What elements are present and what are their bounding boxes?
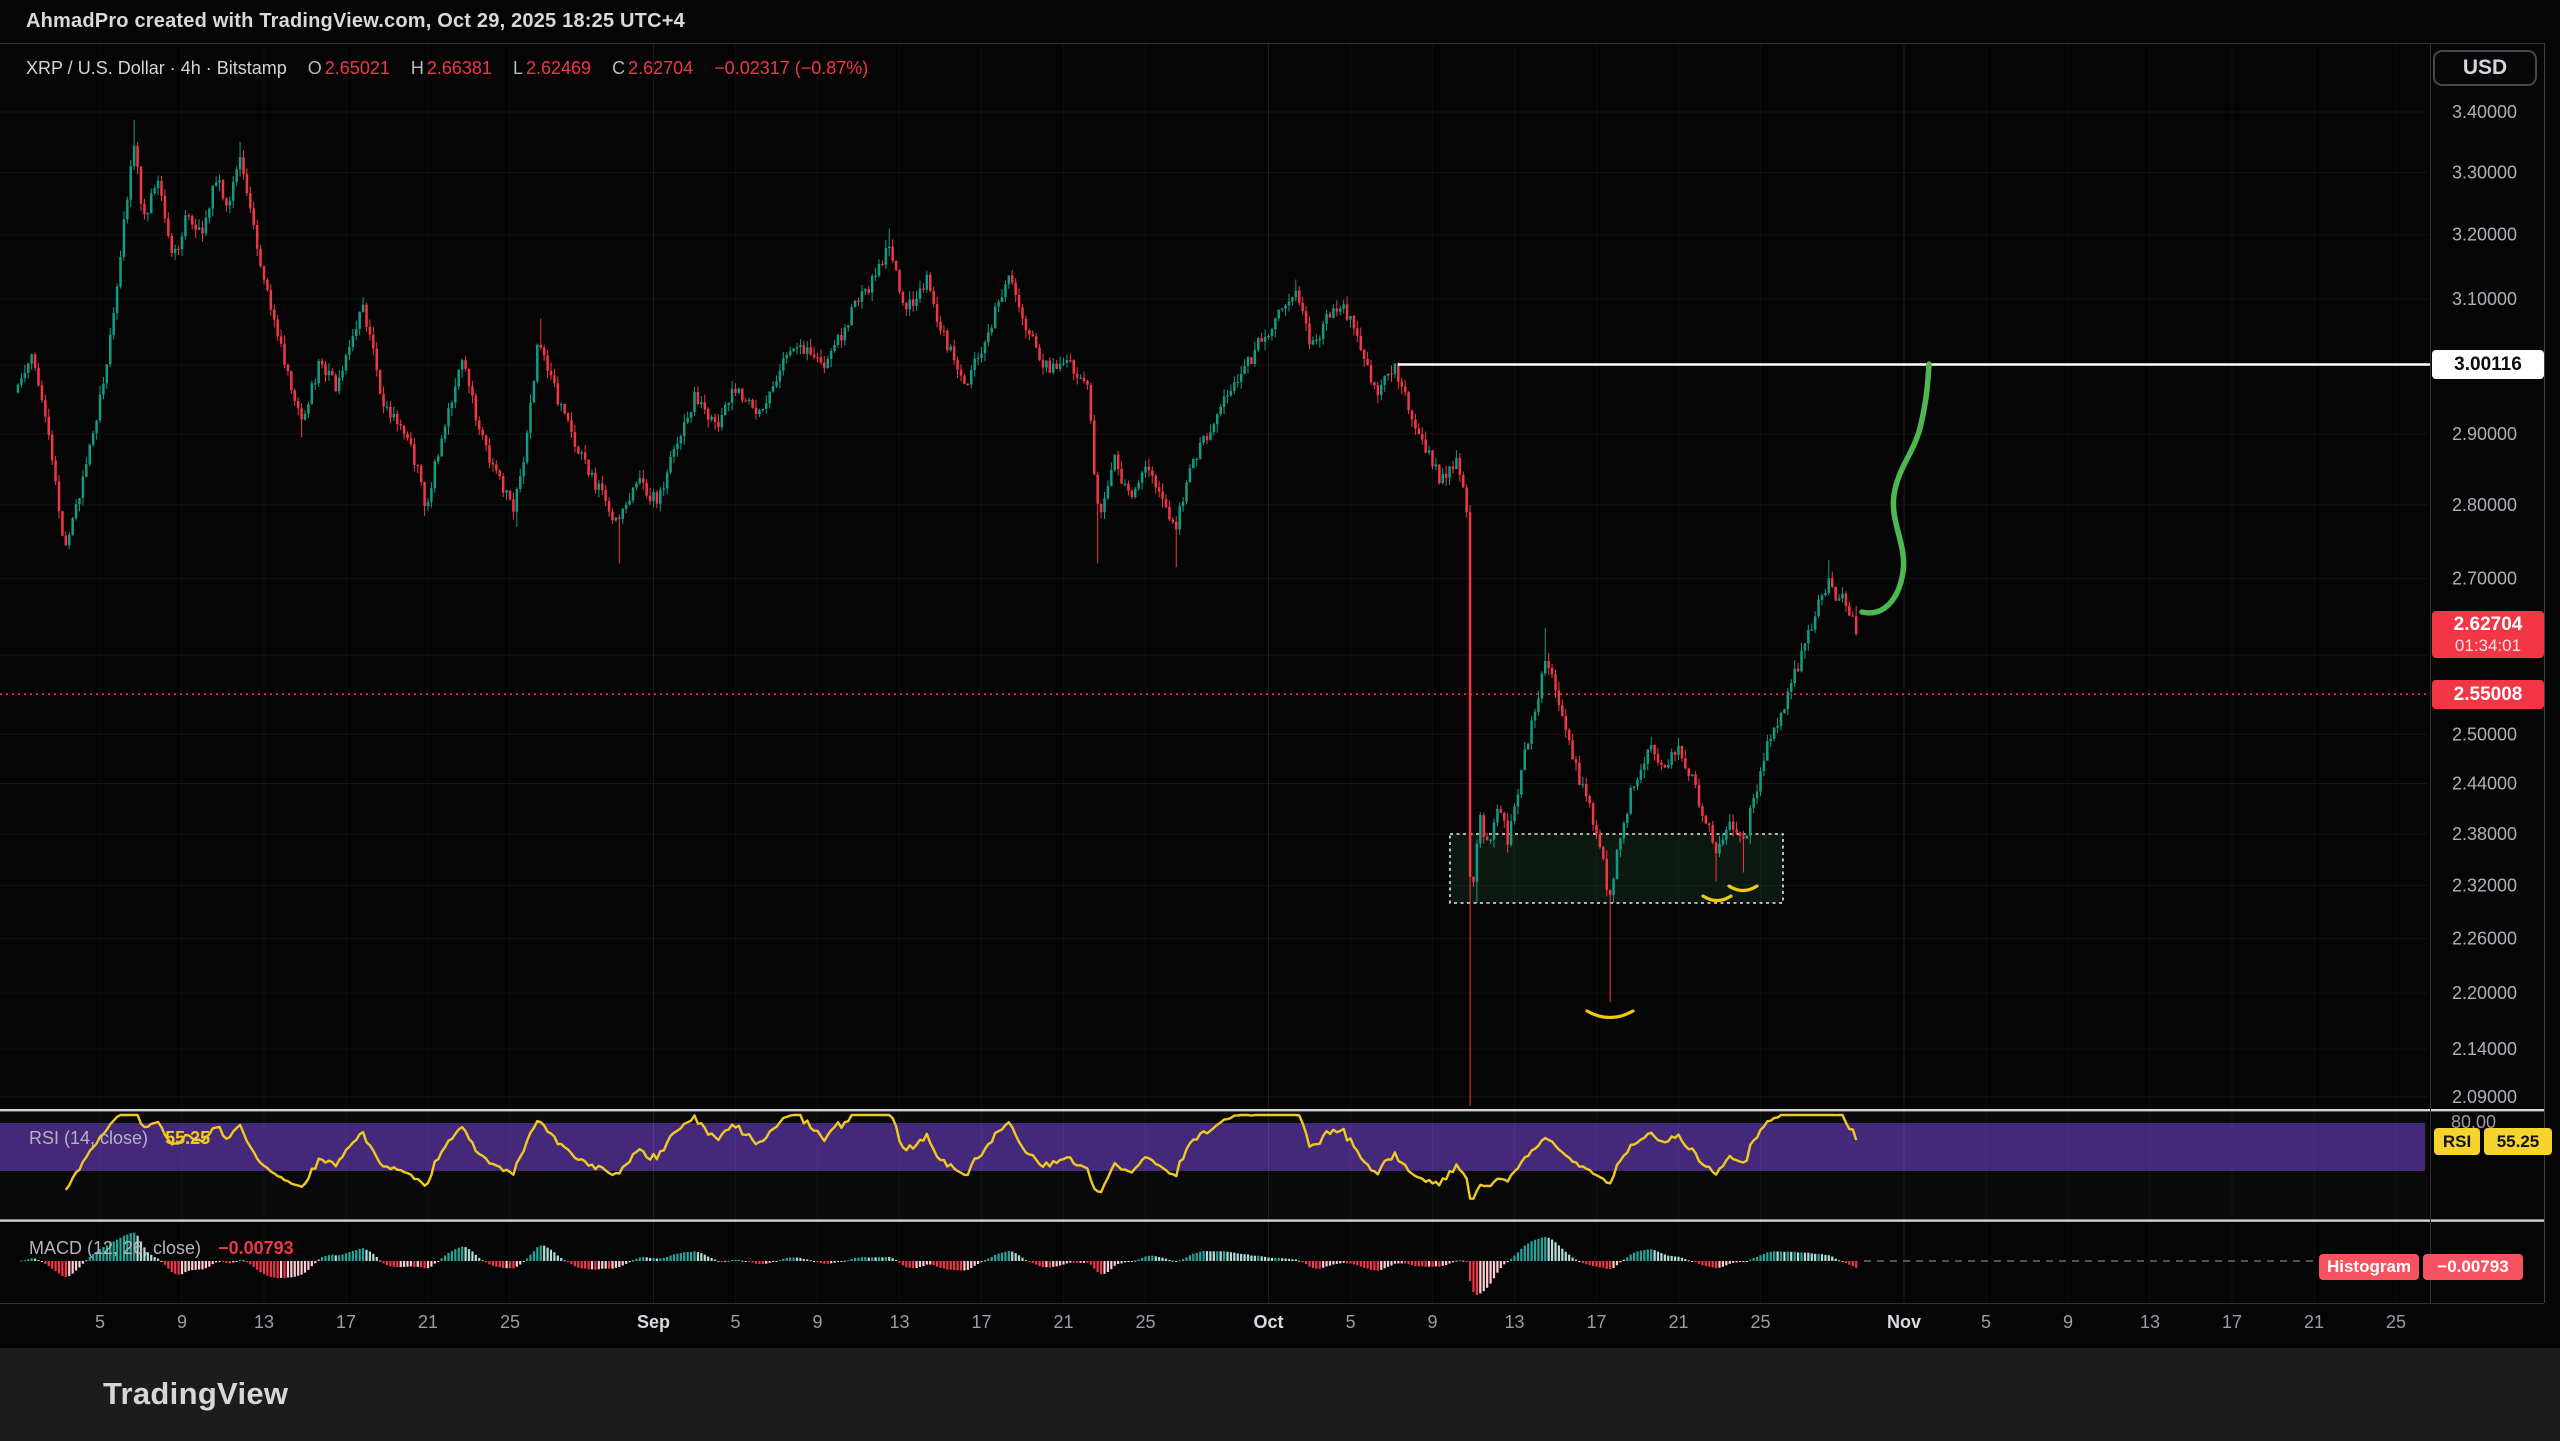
price-tick-label: 2.32000 [2452, 876, 2517, 896]
time-tick-label: 5 [1345, 1312, 1355, 1332]
time-tick-label: 5 [95, 1312, 105, 1332]
price-tick-label: 2.09000 [2452, 1087, 2517, 1107]
tradingview-brand-text[interactable]: TradingView [103, 1376, 289, 1411]
price-tick-label: 2.80000 [2452, 495, 2517, 515]
macd-value: −0.00793 [218, 1238, 294, 1258]
price-tick-label: 3.40000 [2452, 102, 2517, 122]
price-tick-label: 3.10000 [2452, 289, 2517, 309]
time-tick-label: 17 [336, 1312, 356, 1332]
resistance-price-label: 3.00116 [2432, 350, 2544, 379]
macd-histogram-value-badge: −0.00793 [2423, 1254, 2523, 1280]
low-mark-arc [1701, 894, 1733, 903]
price-tick-label: 2.70000 [2452, 569, 2517, 589]
rsi-title[interactable]: RSI (14, close) [29, 1128, 149, 1148]
time-tick-label: Nov [1887, 1312, 1921, 1332]
close-label: C [612, 58, 626, 78]
projection-arrow [1859, 361, 1932, 616]
close-value: 2.62704 [628, 58, 694, 78]
time-tick-label: 25 [1135, 1312, 1155, 1332]
low-value: 2.62469 [525, 58, 592, 78]
open-value: 2.65021 [324, 58, 390, 78]
time-tick-label: Oct [1253, 1312, 1283, 1332]
rsi-axis-value-badge: 55.25 [2484, 1128, 2552, 1155]
macd-title[interactable]: MACD (12, 26, close) [29, 1238, 202, 1258]
pane-separator [0, 1219, 2544, 1222]
pane-separator [0, 1109, 2544, 1112]
price-tick-label: 2.90000 [2452, 424, 2517, 444]
low-mark-arc [1585, 1009, 1635, 1020]
last-price-value: 2.62704 [2453, 613, 2523, 635]
price-tick-label: 2.26000 [2452, 929, 2517, 949]
time-tick-label: 21 [418, 1312, 438, 1332]
rsi-line [64, 1113, 1858, 1200]
time-tick-label: 21 [1053, 1312, 1073, 1332]
rsi-band [0, 1123, 2425, 1171]
time-tick-label: Sep [637, 1312, 670, 1332]
time-tick-label: 13 [1504, 1312, 1524, 1332]
price-tick-label: 3.30000 [2452, 162, 2517, 182]
low-mark-arc [1727, 884, 1759, 893]
price-tick-label: 2.38000 [2452, 824, 2517, 844]
rsi-value: 55.25 [165, 1128, 211, 1148]
time-tick-label: 13 [254, 1312, 274, 1332]
price-tick-label: 2.14000 [2452, 1039, 2517, 1059]
footer-bar [0, 1348, 2560, 1441]
time-tick-label: 9 [1427, 1312, 1437, 1332]
time-tick-label: 21 [1668, 1312, 1688, 1332]
price-tick-label: 2.44000 [2452, 774, 2517, 794]
time-tick-label: 17 [971, 1312, 991, 1332]
macd-histogram-badge: Histogram [2319, 1254, 2419, 1280]
rsi-legend[interactable]: RSI (14, close) 55.25 [29, 1128, 210, 1149]
bar-countdown: 01:34:01 [2454, 635, 2522, 655]
time-tick-label: 21 [2304, 1312, 2324, 1332]
price-tick-label: 3.20000 [2452, 225, 2517, 245]
high-value: 2.66381 [426, 58, 492, 78]
price-tick-label: 2.20000 [2452, 983, 2517, 1003]
last-price-label: 2.62704 01:34:01 [2432, 611, 2544, 658]
high-label: H [410, 58, 424, 78]
alert-price-label: 2.55008 [2432, 680, 2544, 709]
time-tick-label: 5 [1981, 1312, 1991, 1332]
rsi-axis-badge: RSI [2434, 1128, 2480, 1155]
symbol-legend[interactable]: XRP / U.S. Dollar · 4h · Bitstamp O 2.650… [26, 58, 868, 79]
low-label: L [512, 58, 523, 78]
macd-legend[interactable]: MACD (12, 26, close) −0.00793 [29, 1238, 294, 1259]
page-title: AhmadPro created with TradingView.com, O… [26, 10, 685, 32]
open-label: O [307, 58, 322, 78]
time-tick-label: 17 [1586, 1312, 1606, 1332]
time-tick-label: 9 [812, 1312, 822, 1332]
change-value: −0.02317 (−0.87%) [714, 58, 869, 78]
symbol-title[interactable]: XRP / U.S. Dollar · 4h · Bitstamp [26, 58, 287, 78]
time-tick-label: 5 [730, 1312, 740, 1332]
price-tick-label: 2.50000 [2452, 724, 2517, 744]
time-tick-label: 9 [177, 1312, 187, 1332]
time-tick-label: 25 [1750, 1312, 1770, 1332]
time-tick-label: 13 [889, 1312, 909, 1332]
time-tick-label: 13 [2140, 1312, 2160, 1332]
rsi-level-80-label: 80.00 [2451, 1112, 2497, 1132]
time-tick-label: 25 [2386, 1312, 2406, 1332]
time-tick-label: 9 [2063, 1312, 2073, 1332]
currency-toggle-button[interactable]: USD [2433, 50, 2537, 86]
time-tick-label: 25 [500, 1312, 520, 1332]
time-tick-label: 17 [2222, 1312, 2242, 1332]
